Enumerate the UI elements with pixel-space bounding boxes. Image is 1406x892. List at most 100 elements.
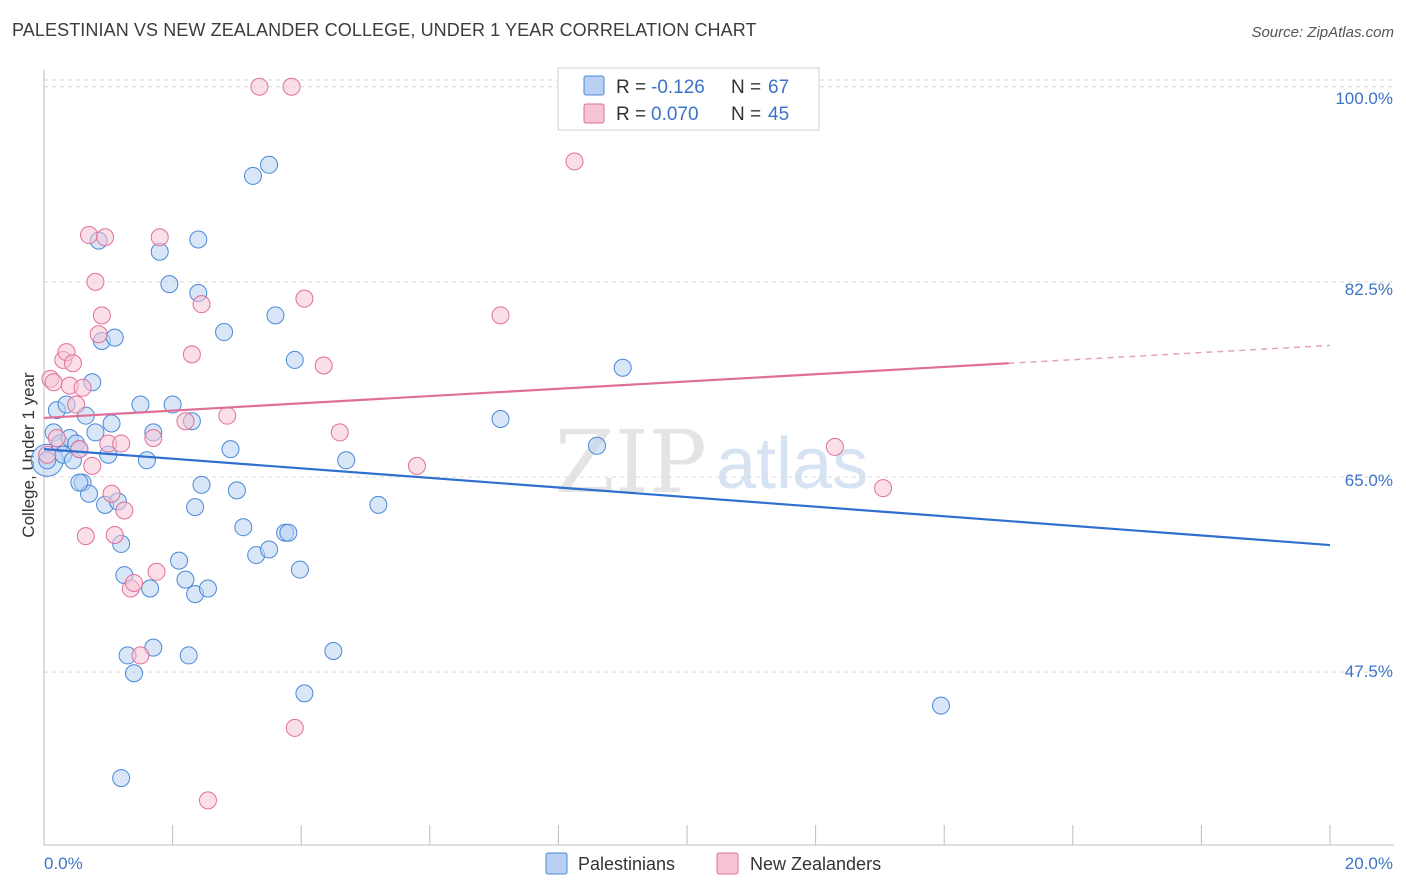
- y-tick-label-100: 100.0%: [1335, 89, 1393, 108]
- point-palestinians-31: [163, 395, 182, 414]
- correlation-legend: R = -0.126 N = 67 R = 0.070 N = 45: [557, 67, 820, 131]
- point-new-zealanders-11: [76, 527, 95, 546]
- point-palestinians-43: [234, 518, 253, 537]
- point-palestinians-26: [137, 451, 156, 470]
- chart-title: PALESTINIAN VS NEW ZEALANDER COLLEGE, UN…: [12, 20, 757, 40]
- series-legend: Palestinians New Zealanders: [545, 852, 881, 875]
- point-palestinians-64: [70, 473, 89, 492]
- point-palestinians-27: [141, 579, 160, 598]
- legend-pink-r-label: R =: [616, 104, 646, 125]
- point-palestinians-51: [285, 350, 304, 369]
- legend-pink-r-value: 0.070: [651, 104, 699, 125]
- trend-line-new-zealanders: [43, 362, 1009, 420]
- bottom-legend-swatch-palestinians: [545, 852, 568, 875]
- point-palestinians-59: [613, 358, 632, 377]
- point-new-zealanders-16: [92, 306, 111, 325]
- point-palestinians-46: [260, 540, 279, 559]
- point-new-zealanders-44: [218, 406, 237, 425]
- y-tick-label-47-5: 47.5%: [1345, 662, 1393, 681]
- point-new-zealanders-26: [144, 428, 163, 447]
- point-palestinians-42: [227, 481, 246, 500]
- point-palestinians-48: [266, 306, 285, 325]
- point-new-zealanders-14: [86, 272, 105, 291]
- point-new-zealanders-22: [115, 501, 134, 520]
- point-palestinians-34: [179, 646, 198, 665]
- trend-line-new-zealanders-extension: [1008, 344, 1331, 365]
- point-palestinians-52: [290, 560, 309, 579]
- bottom-legend-new-zealanders: New Zealanders: [750, 854, 881, 874]
- point-new-zealanders-32: [198, 791, 217, 810]
- point-palestinians-32: [170, 551, 189, 570]
- point-palestinians-14: [86, 423, 105, 442]
- bottom-legend-palestinians: Palestinians: [578, 854, 675, 874]
- series-palestinians: [30, 155, 950, 788]
- point-new-zealanders-27: [147, 562, 166, 581]
- watermark-zip: ZIP: [555, 413, 707, 513]
- point-new-zealanders-7: [63, 354, 82, 373]
- point-palestinians-60: [931, 696, 950, 715]
- y-axis-label: College, Under 1 year: [19, 372, 38, 538]
- point-new-zealanders-17: [96, 228, 115, 247]
- bottom-legend-swatch-new-zealanders: [716, 852, 739, 875]
- point-new-zealanders-12: [80, 226, 99, 245]
- point-palestinians-61: [112, 769, 131, 788]
- legend-blue-r-label: R =: [616, 77, 646, 98]
- x-tick-label-min: 0.0%: [44, 854, 83, 873]
- point-new-zealanders-8: [67, 395, 86, 414]
- point-new-zealanders-21: [112, 434, 131, 453]
- point-new-zealanders-41: [565, 152, 584, 171]
- legend-blue-n-label: N =: [731, 77, 761, 98]
- point-palestinians-30: [160, 275, 179, 294]
- series-new-zealanders: [38, 77, 893, 810]
- y-tick-labels: 100.0% 82.5% 65.0% 47.5%: [1335, 89, 1393, 681]
- legend-blue-r-value: -0.126: [651, 77, 705, 98]
- point-new-zealanders-19: [102, 484, 121, 503]
- point-new-zealanders-33: [250, 77, 269, 96]
- point-new-zealanders-2: [44, 373, 63, 392]
- point-new-zealanders-13: [83, 456, 102, 475]
- point-new-zealanders-10: [73, 378, 92, 397]
- source-credit: Source: ZipAtlas.com: [1251, 24, 1394, 41]
- legend-swatch-pink: [583, 103, 605, 124]
- point-new-zealanders-3: [47, 428, 66, 447]
- point-palestinians-58: [587, 436, 606, 455]
- point-palestinians-56: [369, 495, 388, 514]
- point-palestinians-19: [105, 328, 124, 347]
- point-new-zealanders-31: [192, 295, 211, 314]
- point-palestinians-57: [491, 410, 510, 429]
- point-palestinians-40: [215, 323, 234, 342]
- point-new-zealanders-15: [89, 325, 108, 344]
- point-new-zealanders-29: [176, 412, 195, 431]
- point-new-zealanders-43: [874, 479, 893, 498]
- point-new-zealanders-39: [407, 456, 426, 475]
- point-palestinians-65: [192, 475, 211, 494]
- point-palestinians-44: [243, 166, 262, 185]
- y-tick-label-65: 65.0%: [1345, 471, 1393, 490]
- y-tick-label-82-5: 82.5%: [1345, 280, 1393, 299]
- point-new-zealanders-24: [125, 573, 144, 592]
- legend-pink-n-label: N =: [731, 104, 761, 125]
- point-new-zealanders-42: [825, 437, 844, 456]
- point-palestinians-37: [189, 230, 208, 249]
- watermark-atlas: atlas: [716, 424, 868, 504]
- point-palestinians-54: [324, 641, 343, 660]
- trend-lines: [43, 344, 1331, 547]
- point-palestinians-18: [102, 414, 121, 433]
- point-new-zealanders-38: [330, 423, 349, 442]
- point-palestinians-33: [176, 570, 195, 589]
- trend-line-palestinians: [43, 448, 1331, 547]
- legend-swatch-blue: [583, 75, 605, 96]
- point-palestinians-53: [295, 684, 314, 703]
- point-new-zealanders-25: [131, 646, 150, 665]
- point-new-zealanders-34: [282, 77, 301, 96]
- point-palestinians-24: [125, 664, 144, 683]
- x-tick-label-max: 20.0%: [1345, 854, 1393, 873]
- point-new-zealanders-40: [491, 306, 510, 325]
- legend-pink-n-value: 45: [768, 104, 789, 125]
- point-new-zealanders-30: [182, 345, 201, 364]
- point-palestinians-63: [186, 498, 205, 517]
- point-new-zealanders-9: [70, 440, 89, 459]
- point-palestinians-25: [131, 395, 150, 414]
- point-palestinians-55: [337, 451, 356, 470]
